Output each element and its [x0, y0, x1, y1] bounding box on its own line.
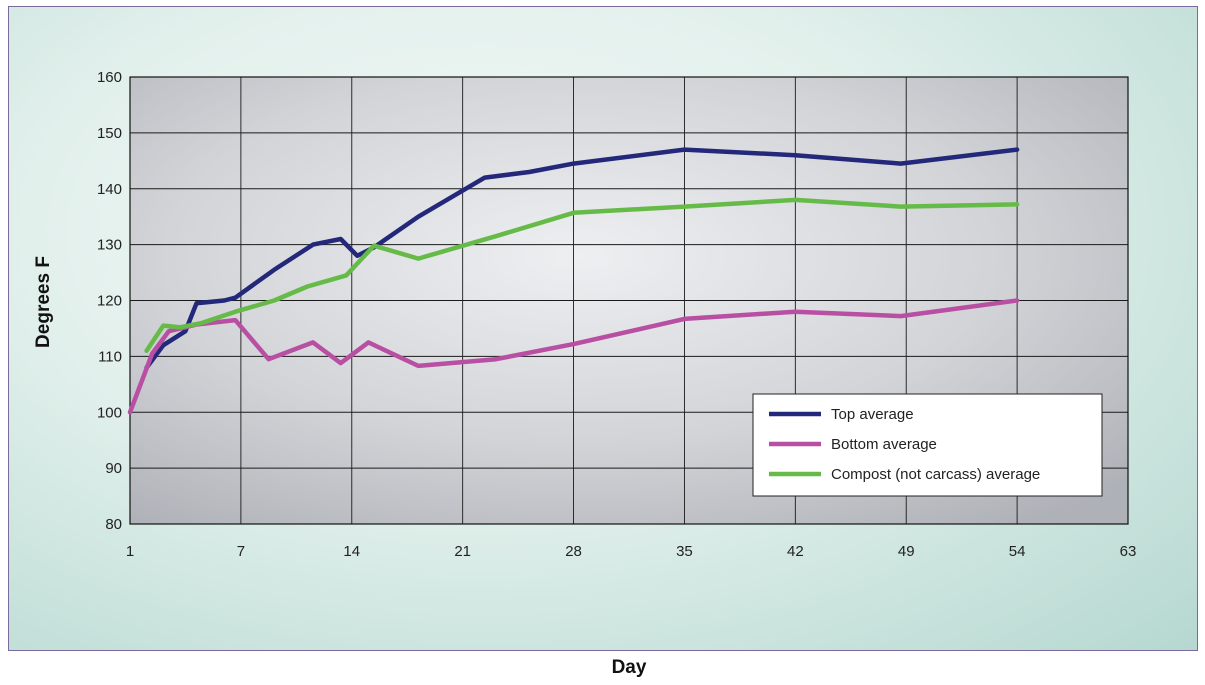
x-tick-label: 54	[1009, 543, 1026, 560]
plot-border	[129, 76, 1129, 525]
x-tick-label: 63	[1120, 543, 1137, 560]
x-tick-label: 14	[343, 543, 360, 560]
legend-entry: Bottom average	[831, 436, 937, 453]
x-tick-label: 7	[237, 543, 245, 560]
x-tick-label: 49	[898, 543, 915, 560]
y-tick-label: 130	[97, 237, 122, 254]
series-line-2	[144, 197, 1020, 354]
y-axis-title: Degrees F	[33, 256, 54, 348]
x-tick-label: 35	[676, 543, 693, 560]
x-tick-label: 28	[565, 543, 582, 560]
y-tick-label: 150	[97, 125, 122, 142]
y-tick-label: 90	[105, 460, 122, 477]
x-tick-label: 42	[787, 543, 804, 560]
legend: Top average Bottom average Compost (not ca…	[752, 393, 1103, 497]
x-tick-label: 21	[454, 543, 471, 560]
y-tick-label: 80	[105, 516, 122, 533]
x-tick-label: 1	[126, 543, 134, 560]
y-tick-label: 120	[97, 293, 122, 310]
series-lines	[127, 147, 1020, 415]
series-line-0	[144, 147, 1020, 370]
x-axis-ticks: 1 7 14 21 28 35 42 49 54 63	[126, 543, 1137, 560]
y-tick-label: 160	[97, 69, 122, 86]
legend-entry: Top average	[831, 406, 914, 423]
y-tick-label: 100	[97, 404, 122, 421]
y-tick-label: 110	[98, 348, 122, 365]
x-axis-title: Day	[612, 657, 647, 678]
legend-entry: Compost (not carcass) average	[831, 466, 1040, 483]
y-axis-ticks: 80 90 100 110 120 130 140 150 160	[97, 69, 122, 533]
y-tick-label: 140	[97, 181, 122, 198]
